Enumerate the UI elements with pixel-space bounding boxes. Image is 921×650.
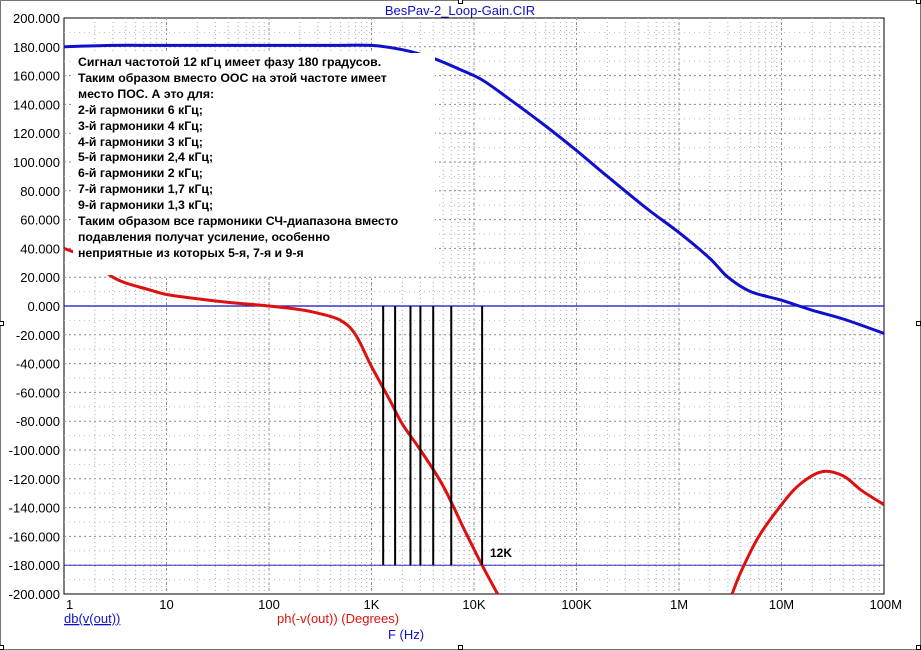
gain-curve <box>63 43 885 335</box>
legend-db: db(v(out)) <box>64 611 120 626</box>
y-tick-label: -180.000 <box>9 558 60 573</box>
marker-label-12k: 12K <box>490 546 512 560</box>
x-tick-label: 10K <box>462 597 485 612</box>
y-tick-label: -200.000 <box>9 587 60 602</box>
y-tick-label: -160.000 <box>9 529 60 544</box>
legend-phase: ph(-v(out)) (Degrees) <box>277 611 399 626</box>
y-tick-label: -40.000 <box>16 357 60 372</box>
x-tick-label: 100K <box>561 597 592 612</box>
annotation-line: 9-й гармоники 1,3 кГц; <box>78 198 214 213</box>
y-tick-label: 180.000 <box>13 40 60 55</box>
y-tick-label: -20.000 <box>16 328 60 343</box>
chart-title: BesPav-2_Loop-Gain.CIR <box>385 3 535 18</box>
reference-lines <box>64 305 884 566</box>
annotation-line: 4-й гармоники 3 кГц; <box>78 134 203 149</box>
y-tick-label: 80.000 <box>20 184 60 199</box>
resize-handle-bottom-right[interactable] <box>916 645 921 650</box>
phase-curve <box>730 469 885 595</box>
annotation-box: Сигнал частотой 12 кГц имеет фазу 180 гр… <box>73 53 435 275</box>
annotation-line: Таким образом вместо ООС на этой частоте… <box>78 70 387 85</box>
y-tick-label: -100.000 <box>9 443 60 458</box>
y-tick-label: 200.000 <box>13 11 60 26</box>
y-tick-label: 60.000 <box>20 213 60 228</box>
annotation-line: 2-й гармоники 6 кГц; <box>78 102 203 117</box>
x-tick-label: 10M <box>769 597 794 612</box>
x-tick-label: 100 <box>258 597 280 612</box>
y-tick-label: 160.000 <box>13 69 60 84</box>
x-tick-label: 10 <box>159 597 173 612</box>
y-tick-label: 120.000 <box>13 126 60 141</box>
y-tick-label: -120.000 <box>9 472 60 487</box>
resize-handle-bottom-left[interactable] <box>0 645 4 650</box>
y-tick-label: 40.000 <box>20 241 60 256</box>
resize-handle-top[interactable] <box>458 0 463 4</box>
resize-handle-right[interactable] <box>916 321 921 326</box>
resize-handle-left[interactable] <box>0 321 4 326</box>
annotation-line: Сигнал частотой 12 кГц имеет фазу 180 гр… <box>78 55 382 69</box>
annotation-line: место ПОС. А это для: <box>78 86 215 101</box>
annotation-line: подавления получат усиление, особенно <box>78 229 331 244</box>
y-tick-labels: 200.000 180.000 160.000 140.000 120.000 100.0… <box>9 11 60 602</box>
annotation-line: 3-й гармоники 4 кГц; <box>78 118 203 133</box>
y-tick-label: -80.000 <box>16 414 60 429</box>
y-tick-label: 140.000 <box>13 97 60 112</box>
x-tick-label: 1 <box>66 597 73 612</box>
annotation-line: неприятные из которых 5-я, 7-я и 9-я <box>78 245 304 260</box>
y-tick-label: -60.000 <box>16 385 60 400</box>
resize-handle-bottom[interactable] <box>458 645 463 650</box>
series <box>63 43 885 595</box>
vertical-markers <box>382 306 484 566</box>
x-axis-label: F (Hz) <box>388 627 424 642</box>
x-tick-label: 1K <box>364 597 380 612</box>
x-tick-labels: 1 10 100 1K 10K 100K 1M 10M 100M <box>66 597 902 612</box>
y-tick-label: 0.000 <box>27 299 60 314</box>
y-tick-label: 20.000 <box>20 270 60 285</box>
annotation-line: 7-й гармоники 1,7 кГц; <box>78 182 214 197</box>
annotation-line: Таким образом все гармоники СЧ-диапазона… <box>78 214 399 229</box>
resize-handle-top-right[interactable] <box>916 0 921 4</box>
y-tick-label: 100.000 <box>13 155 60 170</box>
annotation-line: 5-й гармоники 2,4 кГц; <box>78 150 214 165</box>
x-tick-label: 1M <box>670 597 688 612</box>
y-tick-label: -140.000 <box>9 501 60 516</box>
x-tick-label: 100M <box>869 597 902 612</box>
annotation-line: 6-й гармоники 2 кГц; <box>78 166 203 181</box>
phase-curve <box>63 247 499 595</box>
